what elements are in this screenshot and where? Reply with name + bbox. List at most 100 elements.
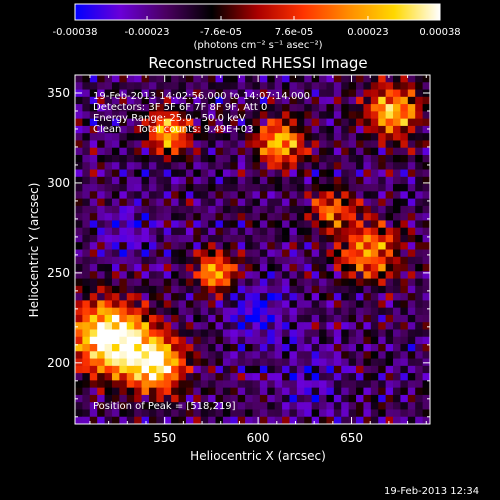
colorbar-ticks: -0.00038 -0.00023 -7.6e-05 7.6e-05 0.00023 0.… (53, 16, 461, 38)
heatmap-cell (230, 176, 239, 185)
heatmap-cell (378, 184, 387, 192)
heatmap-cell (215, 249, 224, 258)
heatmap-cell (289, 329, 298, 338)
heatmap-cell (200, 133, 209, 141)
heatmap-cell (289, 234, 298, 243)
heatmap-cell (393, 191, 401, 200)
heatmap-cell (215, 300, 224, 309)
heatmap-cell (407, 234, 416, 243)
heatmap-cell (282, 336, 290, 345)
heatmap-cell (200, 89, 209, 98)
heatmap-cell (274, 220, 283, 229)
heatmap-cell (274, 380, 283, 389)
heatmap-cell (259, 89, 268, 98)
heatmap-cell (252, 402, 261, 410)
heatmap-cell (193, 285, 202, 294)
heatmap-cell (193, 293, 202, 301)
heatmap-cell (319, 154, 327, 163)
heatmap-cell (156, 242, 165, 250)
heatmap-cell (385, 82, 394, 91)
heatmap-cell (89, 351, 98, 360)
heatmap-cell (326, 198, 335, 207)
heatmap-cell (156, 118, 165, 127)
heatmap-cell (378, 140, 387, 149)
heatmap-cell (193, 278, 202, 287)
heatmap-cell (222, 351, 231, 360)
heatmap-cell (208, 380, 217, 389)
heatmap-cell (193, 75, 202, 83)
heatmap-cell (370, 205, 379, 214)
heatmap-cell (193, 104, 202, 112)
heatmap-cell (400, 293, 409, 301)
heatmap-cell (385, 133, 394, 141)
heatmap-cell (407, 293, 416, 301)
heatmap-cell (370, 300, 379, 309)
heatmap-cell (104, 358, 113, 367)
heatmap-cell (407, 191, 416, 200)
heatmap-cell (370, 125, 379, 134)
heatmap-cell (141, 380, 150, 389)
heatmap-cell (126, 96, 135, 105)
heatmap-cell (82, 75, 91, 83)
heatmap-cell (385, 264, 394, 272)
heatmap-cell (178, 75, 187, 83)
heatmap-cell (274, 322, 283, 330)
heatmap-cell (119, 220, 128, 229)
heatmap-cell (222, 394, 231, 403)
heatmap-cell (134, 264, 143, 272)
heatmap-cell (282, 133, 290, 141)
heatmap-cell (363, 380, 372, 389)
heatmap-cell (319, 314, 327, 323)
heatmap-cell (237, 394, 246, 403)
heatmap-cell (267, 125, 276, 134)
heatmap-cell (356, 293, 364, 301)
heatmap-cell (82, 249, 91, 258)
heatmap-cell (230, 271, 239, 280)
heatmap-cell (230, 402, 239, 410)
heatmap-cell (193, 394, 202, 403)
heatmap-cell (200, 220, 209, 229)
heatmap-cell (148, 373, 157, 381)
heatmap-cell (208, 300, 217, 309)
heatmap-cell (356, 140, 364, 149)
heatmap-cell (134, 220, 143, 229)
heatmap-cell (333, 147, 342, 156)
heatmap-cell (178, 249, 187, 258)
heatmap-cell (259, 169, 268, 178)
heatmap-cell (341, 147, 350, 156)
heatmap-cell (282, 264, 290, 272)
heatmap-cell (333, 351, 342, 360)
heatmap-cell (97, 278, 106, 287)
heatmap-cell (163, 307, 172, 316)
heatmap-cell (111, 213, 120, 221)
heatmap-cell (289, 184, 298, 192)
heatmap-cell (215, 169, 224, 178)
heatmap-cell (356, 89, 364, 98)
heatmap-cell (341, 125, 350, 134)
heatmap-cell (230, 184, 239, 192)
heatmap-cell (385, 300, 394, 309)
heatmap-cell (82, 162, 91, 171)
heatmap-cell (208, 191, 217, 200)
heatmap-cell (370, 227, 379, 236)
heatmap-cell (356, 300, 364, 309)
heatmap-cell (237, 278, 246, 287)
heatmap-cell (341, 213, 350, 221)
heatmap-cell (252, 409, 261, 418)
heatmap-cell (274, 96, 283, 105)
heatmap-cell (222, 365, 231, 374)
heatmap-cell (400, 365, 409, 374)
heatmap-cell (415, 242, 424, 250)
heatmap-cell (400, 307, 409, 316)
heatmap-cell (126, 82, 135, 91)
heatmap-cell (267, 249, 276, 258)
heatmap-cell (363, 300, 372, 309)
heatmap-cell (304, 256, 313, 265)
heatmap-cell (171, 242, 180, 250)
heatmap-cell (245, 220, 253, 229)
heatmap-cell (356, 307, 364, 316)
heatmap-cell (82, 234, 91, 243)
heatmap-cell (245, 416, 253, 425)
heatmap-cell (274, 365, 283, 374)
